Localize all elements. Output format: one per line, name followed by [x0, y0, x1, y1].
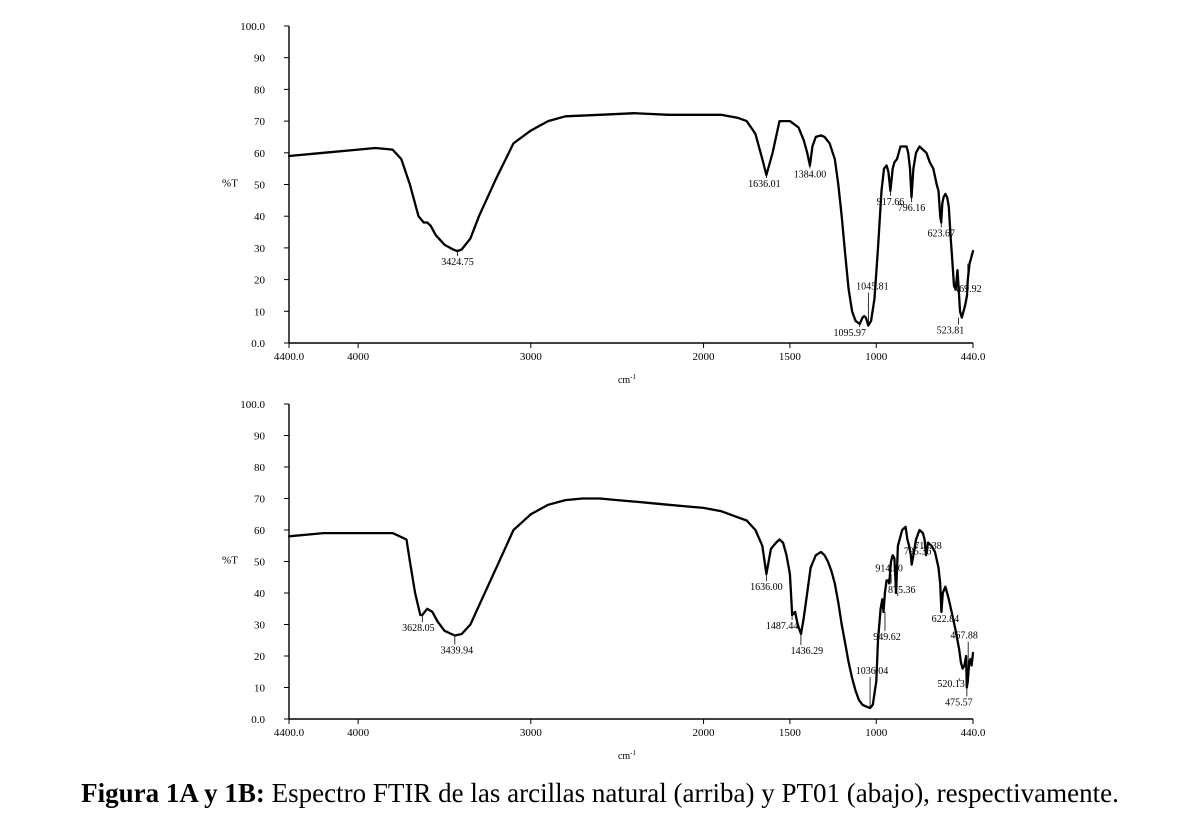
x-tick-label: 440.0 [961, 351, 986, 363]
peak-label: 1636.01 [748, 179, 781, 190]
y-tick-label: 90 [254, 53, 266, 65]
caption-text: Espectro FTIR de las arcillas natural (a… [264, 778, 1119, 808]
peak-label: 1636.00 [750, 582, 783, 593]
peak-label: 3628.05 [402, 623, 435, 634]
ftir-chart-1: 0.0 10 20 30 40 50 60 70 80 90 100.0 4400.0 4000 3000… [222, 21, 986, 386]
peak-label: 520.13 [937, 679, 965, 690]
x-tick-label: 3000 [520, 727, 543, 739]
y-tick-label: 20 [254, 651, 266, 663]
peak-label: 795.36 [904, 547, 932, 558]
x-tick-label: 1000 [865, 727, 888, 739]
y-tick-label: 10 [254, 306, 266, 318]
peak-label: 917.66 [877, 197, 905, 208]
x-axis-label: cm-1 [618, 749, 637, 762]
peak-label: 796.16 [898, 203, 926, 214]
peak-label: 467.88 [950, 631, 978, 642]
x-tick-label: 4400.0 [274, 727, 305, 739]
y-tick-label: 60 [254, 148, 266, 160]
y-tick-label: 30 [254, 243, 266, 255]
y-tick-label: 40 [254, 588, 266, 600]
peak-label: 1436.29 [791, 646, 824, 657]
y-tick-label: 10 [254, 683, 266, 695]
peak-label: 875.36 [888, 585, 916, 596]
x-tick-label: 4400.0 [274, 351, 305, 363]
peak-label: 712.38 [914, 541, 942, 552]
y-tick-label: 50 [254, 180, 266, 192]
peak-label: 469.92 [954, 284, 982, 295]
figure-caption: Figura 1A y 1B: Espectro FTIR de las arc… [0, 778, 1200, 809]
x-tick-label: 2000 [693, 351, 716, 363]
x-axis-label: cm-1 [618, 373, 637, 386]
y-tick-label: 20 [254, 275, 266, 287]
peak-label: 475.57 [945, 698, 973, 709]
y-tick-label: 100.0 [240, 21, 265, 33]
y-axis-label: %T [222, 555, 238, 567]
peak-label: 523.81 [937, 326, 965, 337]
spectrum-line [287, 497, 975, 710]
spectrum-line [287, 112, 975, 327]
peak-label: 623.67 [928, 229, 956, 240]
x-tick-label: 440.0 [961, 727, 986, 739]
ftir-chart-2: 0.0 10 20 30 40 50 60 70 80 90 100.0 4400.0 4000 3000… [222, 399, 986, 762]
caption-bold: Figura 1A y 1B: [81, 778, 265, 808]
x-tick-label: 1500 [779, 351, 802, 363]
y-tick-label: 0.0 [251, 338, 265, 350]
y-tick-label: 80 [254, 84, 266, 96]
x-tick-label: 1000 [865, 351, 888, 363]
x-tick-label: 2000 [693, 727, 716, 739]
y-tick-label: 30 [254, 620, 266, 632]
peak-label: 3424.75 [441, 257, 474, 268]
y-tick-label: 40 [254, 211, 266, 223]
x-tick-label: 4000 [347, 351, 370, 363]
peak-label: 1045.81 [856, 282, 889, 293]
y-tick-label: 60 [254, 525, 266, 537]
y-tick-label: 80 [254, 462, 266, 474]
y-tick-label: 50 [254, 557, 266, 569]
peak-label: 949.62 [873, 632, 901, 643]
peak-label: 1487.44 [766, 621, 799, 632]
peak-label: 1095.97 [833, 328, 866, 339]
y-tick-label: 90 [254, 431, 266, 443]
peak-label: 3439.94 [441, 646, 474, 657]
y-tick-label: 0.0 [251, 714, 265, 726]
y-tick-label: 70 [254, 116, 266, 128]
x-tick-label: 4000 [347, 727, 370, 739]
y-tick-label: 70 [254, 494, 266, 506]
y-tick-label: 100.0 [240, 399, 265, 411]
peak-label: 1036.04 [856, 666, 889, 677]
peak-label: 1384.00 [794, 169, 827, 180]
peak-label: 914.30 [875, 564, 903, 575]
peak-label: 622.84 [932, 614, 960, 625]
x-tick-label: 1500 [779, 727, 802, 739]
y-axis-label: %T [222, 178, 238, 190]
x-tick-label: 3000 [520, 351, 543, 363]
